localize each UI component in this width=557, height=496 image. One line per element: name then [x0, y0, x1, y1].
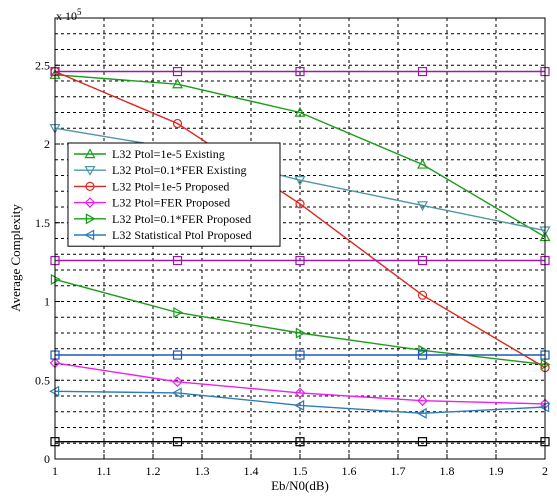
x-tick-label: 1.1: [97, 464, 112, 478]
series-line: [54, 74, 546, 238]
data-point: [173, 307, 184, 319]
data-point: [294, 176, 306, 186]
y-tick-label: 2.5: [35, 58, 50, 72]
legend: L32 Ptol=1e-5 Existing L32 Ptol=0.1*FER E…: [67, 142, 281, 247]
legend-label: L32 Ptol=1e-5 Existing: [112, 147, 225, 161]
data-point: [417, 290, 428, 300]
data-point: [417, 255, 428, 266]
data-point: [295, 199, 305, 209]
legend-label: L32 Ptol=1e-5 Proposed: [112, 179, 229, 193]
tick-layer: 1 1.1 1.2 1.3 1.4 1.5 1.6 1.7 1.8 1.9 2 0 0.5 1 1.5 2 2.…: [35, 58, 548, 478]
series-line: [54, 362, 546, 405]
data-point: [294, 387, 306, 399]
legend-label: L32 Ptol=0.1*FER Proposed: [112, 212, 251, 226]
exponent-power: 5: [77, 7, 82, 17]
legend-item: L32 Ptol=0.1*FER Existing: [74, 163, 246, 177]
x-tick-label: 1.2: [146, 464, 161, 478]
exponent-label: x 105: [56, 7, 82, 23]
data-point: [172, 437, 183, 447]
x-tick-label: 1.4: [244, 464, 259, 478]
x-tick-label: 1.5: [293, 464, 308, 478]
legend-marker: [84, 148, 96, 159]
legend-label: L32 Ptol=FER Proposed: [112, 196, 230, 210]
data-point: [171, 387, 182, 399]
data-point: [416, 158, 429, 169]
series-4: [49, 357, 551, 410]
legend-label: L32 Ptol=0.1*FER Existing: [112, 163, 246, 177]
data-point: [294, 106, 306, 117]
data-point: [295, 350, 305, 360]
legend-box: [67, 142, 281, 247]
legend-marker: [84, 229, 95, 241]
data-point: [295, 255, 305, 266]
data-point: [417, 350, 428, 360]
data-point: [172, 376, 183, 388]
legend-marker: [84, 197, 96, 208]
y-tick-label: 1.5: [35, 216, 50, 230]
data-point: [295, 437, 305, 447]
data-point: [416, 407, 427, 419]
data-point: [294, 399, 305, 411]
data-point: [172, 118, 183, 129]
series-8: [50, 255, 550, 266]
x-tick-label: 1.9: [489, 464, 504, 478]
y-axis-label: Average Complexity: [8, 204, 23, 312]
x-tick-label: 1.8: [440, 464, 455, 478]
data-point: [417, 437, 428, 447]
legend-marker: [85, 213, 96, 225]
legend-label: L32 Statistical Ptol Proposed: [112, 228, 252, 242]
data-point: [295, 66, 305, 77]
x-axis-label: Eb/N0(dB): [271, 478, 329, 493]
data-point: [295, 327, 306, 339]
legend-item: L32 Ptol=1e-5 Proposed: [74, 179, 229, 193]
y-tick-label: 1: [44, 295, 50, 309]
data-point: [171, 78, 184, 89]
x-tick-label: 1: [52, 464, 58, 478]
data-point: [172, 350, 183, 360]
exponent-base: x 10: [56, 9, 77, 23]
series-line: [54, 390, 546, 415]
legend-item: L32 Ptol=0.1*FER Proposed: [74, 212, 251, 226]
data-point: [172, 66, 183, 77]
data-point: [416, 201, 429, 212]
x-tick-label: 2: [542, 464, 548, 478]
data-point: [417, 395, 428, 407]
series-line: [54, 127, 546, 232]
x-tick-label: 1.3: [195, 464, 210, 478]
data-point: [172, 255, 183, 266]
data-point: [417, 66, 428, 77]
legend-item: L32 Statistical Ptol Proposed: [74, 228, 252, 242]
x-tick-label: 1.6: [342, 464, 357, 478]
y-tick-label: 0.5: [35, 373, 50, 387]
legend-marker: [84, 166, 96, 176]
legend-item: L32 Ptol=1e-5 Existing: [74, 147, 225, 161]
y-tick-label: 0: [44, 452, 50, 466]
series-line: [54, 70, 546, 369]
y-tick-label: 2: [44, 137, 50, 151]
legend-marker: [85, 181, 95, 191]
series-9: [50, 350, 550, 360]
series-layer: [49, 66, 551, 447]
data-point: [418, 344, 429, 356]
grid: [55, 18, 545, 459]
legend-item: L32 Ptol=FER Proposed: [74, 196, 230, 210]
series-line: [54, 278, 546, 366]
x-tick-label: 1.7: [391, 464, 406, 478]
